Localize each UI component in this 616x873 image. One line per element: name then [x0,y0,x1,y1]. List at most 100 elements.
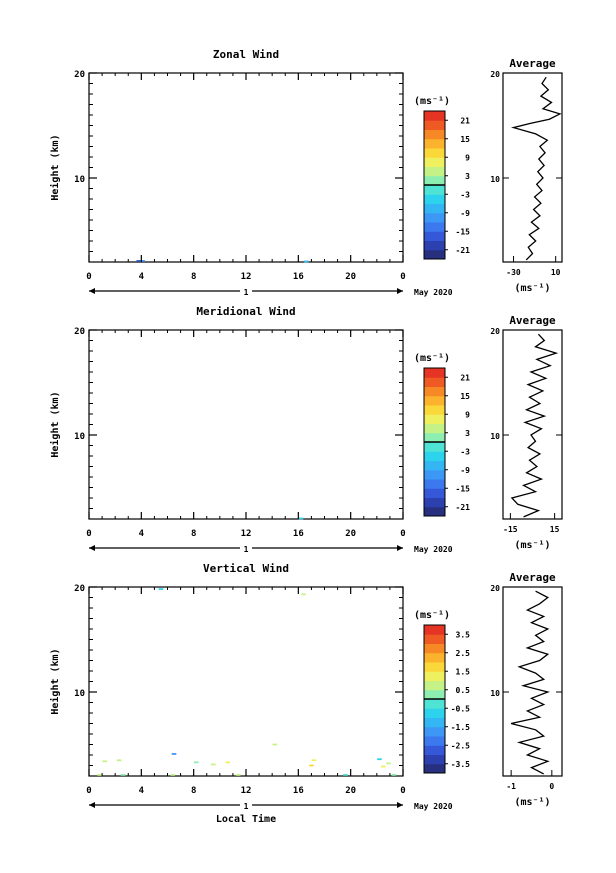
colorbar-segment [424,368,445,378]
colorbar-segment [424,222,445,232]
colorbar-segment [424,442,445,452]
colorbar-segment [424,488,445,498]
x-tick-label: 20 [345,529,356,539]
day-bar-start-arrow [89,288,95,294]
colorbar-segment [424,689,445,700]
day-bar-end-arrow [397,288,403,294]
colorbar-segment [424,469,445,480]
colorbar-tick-label: 15 [460,392,470,401]
profile-y-tick-label: 10 [490,689,500,698]
x-tick-label: 0 [400,786,405,796]
x-tick-label: 16 [293,529,304,539]
plot-area [88,72,404,263]
profile-frame [502,329,563,520]
colorbar-tick-label: -9 [460,466,470,475]
data-cell [298,517,304,520]
data-cell [211,763,216,766]
profile-x-tick-label: -1 [506,782,516,791]
date-label: May 2020 [414,545,453,554]
y-tick-label: 20 [74,327,85,337]
colorbar-segment [424,395,445,406]
day-bar-start-arrow [89,545,95,551]
profile-x-tick-label: 10 [551,268,561,277]
y-tick-label: 20 [74,70,85,80]
colorbar-segment [424,423,445,434]
x-tick-label: 0 [86,529,91,539]
colorbar-segment [424,231,445,241]
data-cell [170,774,176,776]
panel-2: Meridional Wind 0 4 8 12 16 20 0 10 20 Height (km)… [49,305,563,554]
x-axis-label: Local Time [216,813,276,825]
colorbar-segment [424,240,445,251]
colorbar-segment [424,699,445,709]
x-tick-label: 20 [345,786,356,796]
colorbar-unit: (ms⁻¹) [414,96,450,107]
colorbar-tick-label: -2.5 [451,741,470,750]
profile-x-label: (ms⁻¹) [514,283,550,294]
x-tick-label: 0 [86,272,91,282]
colorbar-tick-label: 1.5 [456,667,471,676]
colorbar-unit: (ms⁻¹) [414,610,450,621]
profile-x-tick-label: 0 [549,782,554,791]
data-cell [171,753,177,755]
colorbar-segment [424,166,445,177]
day-marker-bg [240,799,252,811]
data-cell [136,260,142,262]
colorbar-segment [424,717,445,728]
colorbar-tick-label: -1.5 [451,723,470,732]
colorbar-tick-label: -3 [460,447,470,456]
colorbar-segment [424,405,445,415]
colorbar-segment [424,194,445,204]
day-marker: 1 [244,545,249,554]
data-cell [193,761,199,764]
colorbar-tick-label: 3 [465,429,470,438]
chart-title: Vertical Wind [203,562,289,575]
colorbar-segment [424,736,445,746]
colorbar-segment [424,138,445,149]
profile-x-tick-label: 15 [550,525,560,534]
colorbar-segment [424,386,445,397]
profile-line [510,76,562,261]
profile-y-tick-label: 20 [490,584,500,593]
x-tick-label: 12 [241,529,252,539]
colorbar-segment [424,652,445,663]
colorbar-tick-label: 21 [460,373,470,382]
data-cell [377,758,382,761]
plot-area [88,329,404,520]
data-cell [102,760,107,763]
data-cell [272,743,278,746]
x-tick-label: 4 [139,272,145,282]
x-tick-label: 16 [293,272,304,282]
x-tick-label: 16 [293,786,304,796]
data-cell [343,774,348,776]
colorbar-segment [424,111,445,121]
colorbar-segment [424,175,445,186]
colorbar-tick-label: 0.5 [456,686,471,695]
y-tick-label: 20 [74,584,85,594]
colorbar-segment [424,634,445,644]
colorbar-tick-label: 3 [465,172,470,181]
colorbar-tick-label: -3.5 [451,760,470,769]
data-cell [97,774,102,776]
day-marker: 1 [244,288,249,297]
profile-x-tick-label: -30 [506,268,521,277]
data-cell [225,761,230,764]
colorbar-segment [424,497,445,508]
profile-title: Average [509,571,556,584]
colorbar-tick-label: 9 [465,153,470,162]
data-cell [301,593,306,596]
x-tick-label: 4 [139,529,145,539]
profile-y-tick-label: 20 [490,70,500,79]
colorbar-segment [424,157,445,167]
y-axis-label: Height (km) [49,391,61,457]
colorbar-segment [424,625,445,635]
panel-3: Vertical Wind 0 4 8 12 16 20 0 10 20 Height (km) 1 M… [49,562,563,825]
x-tick-label: 12 [241,272,252,282]
date-label: May 2020 [414,802,453,811]
data-cell [391,774,397,776]
chart-title: Meridional Wind [196,305,295,318]
colorbar-segment [424,432,445,443]
day-marker-bg [240,285,252,297]
colorbar-segment [424,460,445,471]
